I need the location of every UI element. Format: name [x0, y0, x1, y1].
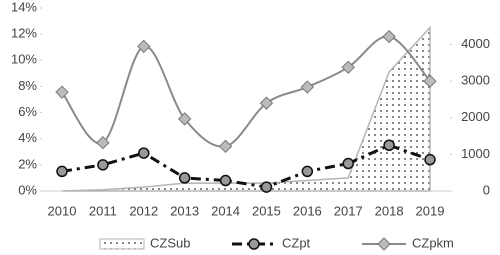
x-tick-label: 2018 [375, 203, 404, 218]
legend-label: CZSub [150, 235, 190, 250]
point [301, 165, 314, 178]
x-tick-label: 2013 [170, 203, 199, 218]
point [97, 159, 109, 171]
legend-label: CZpkm [412, 235, 454, 250]
x-tick-label: 2015 [252, 203, 281, 218]
point [178, 172, 191, 184]
area [61, 25, 431, 192]
point [138, 147, 150, 159]
legend-label: CZpt [282, 235, 311, 250]
y-tick-label: 8% [18, 78, 37, 93]
x-tick-label: 2011 [89, 203, 117, 218]
point [219, 174, 232, 187]
point [218, 139, 233, 154]
point [96, 135, 110, 150]
point [382, 29, 396, 44]
y2-tick-label: 4000 [461, 36, 490, 51]
y-tick-label: 14% [11, 0, 37, 14]
x-tick-label: 2010 [48, 203, 77, 218]
y-tick-label: 4% [18, 130, 37, 145]
line [61, 143, 431, 189]
point [137, 39, 151, 54]
point [424, 153, 436, 166]
y-tick-label: 12% [11, 26, 37, 41]
y-tick-label: 2% [18, 156, 37, 171]
x-tick-label: 2012 [129, 203, 158, 218]
point [177, 112, 192, 126]
legend-marker [248, 238, 260, 250]
point [260, 181, 273, 193]
point [423, 74, 437, 88]
point [56, 165, 68, 178]
y2-tick-label: 1000 [461, 146, 490, 161]
y-tick-label: 6% [18, 104, 37, 119]
y2-tick-label: 3000 [461, 73, 490, 88]
legend-marker [377, 237, 391, 251]
point [383, 139, 395, 151]
x-tick-label: 2019 [416, 203, 445, 218]
point [342, 157, 354, 170]
point [300, 80, 315, 94]
y-tick-label: 10% [11, 52, 37, 67]
point [341, 60, 355, 74]
y-tick-label: 0% [18, 182, 37, 197]
x-tick-label: 2016 [293, 203, 322, 218]
legend-swatch [99, 238, 145, 250]
y2-tick-label: 0 [483, 182, 490, 197]
line [61, 35, 431, 148]
x-tick-label: 2014 [211, 203, 240, 218]
x-tick-label: 2017 [334, 203, 363, 218]
point [259, 96, 274, 110]
y2-tick-label: 2000 [461, 109, 490, 124]
point [55, 85, 69, 99]
